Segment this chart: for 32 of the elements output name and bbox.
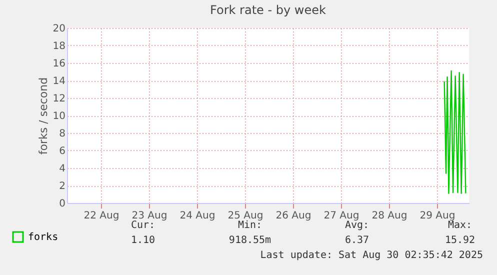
y-tick-label: 10 xyxy=(52,111,66,122)
y-tick-label: 18 xyxy=(52,41,66,52)
x-tick-label: 24 Aug xyxy=(180,210,216,222)
text: 6.37 xyxy=(344,235,370,246)
y-tick-label: 8 xyxy=(59,128,66,140)
text: Avg: xyxy=(344,220,370,231)
text: Cur: xyxy=(130,220,156,231)
x-tick-label: 27 Aug xyxy=(324,210,360,222)
line-series xyxy=(444,70,466,194)
x-tick-label: 29 Aug xyxy=(420,210,456,222)
text: 918.55m xyxy=(228,235,272,246)
y-tick-label: 6 xyxy=(59,146,66,157)
y-tick-label: 20 xyxy=(52,24,66,34)
x-tick-label: 26 Aug xyxy=(276,210,312,222)
text: 15.92 xyxy=(444,235,476,246)
y-tick-label: 14 xyxy=(52,76,66,87)
text: Min: xyxy=(238,220,262,231)
y-axis-title: forks / second xyxy=(36,77,50,155)
y-tick-label: 2 xyxy=(59,181,66,192)
x-tick-label: 23 Aug xyxy=(132,210,168,222)
x-tick-label: 22 Aug xyxy=(84,210,120,222)
text: 1.10 xyxy=(130,235,156,246)
legend-label: forks xyxy=(28,232,58,243)
y-tick-label: 16 xyxy=(52,58,66,70)
y-tick-label: 12 xyxy=(52,94,66,104)
text: Max: xyxy=(448,220,472,231)
chart-title: Fork rate - by week xyxy=(210,3,326,17)
x-tick-label: 28 Aug xyxy=(372,210,408,222)
x-tick-label: 25 Aug xyxy=(228,210,264,222)
text: Last update: Sat Aug 30 02:35:42 2025 xyxy=(260,250,483,261)
y-tick-label: 4 xyxy=(59,164,66,174)
y-tick-label: 0 xyxy=(59,198,66,210)
